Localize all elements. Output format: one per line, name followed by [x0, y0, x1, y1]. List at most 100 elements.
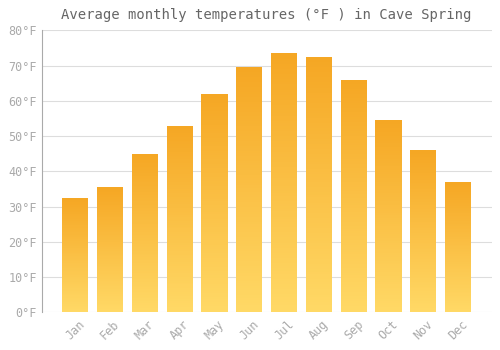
Bar	[202, 223, 228, 225]
Bar	[132, 247, 158, 249]
Bar	[166, 217, 192, 219]
Bar	[410, 150, 436, 152]
Bar	[62, 296, 88, 298]
Bar	[445, 193, 471, 194]
Bar	[410, 290, 436, 292]
Bar	[62, 220, 88, 221]
Bar	[97, 259, 123, 260]
Bar	[166, 158, 192, 159]
Bar	[132, 266, 158, 268]
Bar	[410, 157, 436, 159]
Bar	[340, 282, 367, 285]
Bar	[202, 304, 228, 306]
Bar	[202, 122, 228, 125]
Bar	[340, 303, 367, 306]
Bar	[376, 188, 402, 189]
Bar	[340, 133, 367, 136]
Bar	[445, 225, 471, 226]
Bar	[202, 146, 228, 148]
Bar	[271, 245, 297, 248]
Bar	[376, 224, 402, 226]
Bar	[376, 251, 402, 253]
Bar	[132, 303, 158, 304]
Bar	[271, 230, 297, 232]
Bar	[410, 270, 436, 272]
Bar	[376, 164, 402, 167]
Bar	[62, 295, 88, 296]
Bar	[202, 144, 228, 146]
Bar	[271, 110, 297, 113]
Bar	[202, 160, 228, 162]
Bar	[340, 257, 367, 259]
Bar	[376, 307, 402, 309]
Bar	[236, 156, 262, 158]
Bar	[62, 223, 88, 224]
Bar	[62, 279, 88, 280]
Bar	[236, 109, 262, 112]
Bar	[340, 308, 367, 310]
Bar	[271, 292, 297, 294]
Bar	[340, 205, 367, 208]
Bar	[306, 83, 332, 85]
Bar	[166, 296, 192, 298]
Bar	[132, 278, 158, 279]
Bar	[410, 196, 436, 197]
Bar	[376, 299, 402, 301]
Bar	[340, 189, 367, 191]
Bar	[410, 233, 436, 235]
Bar	[445, 215, 471, 216]
Bar	[202, 216, 228, 218]
Bar	[97, 252, 123, 254]
Bar	[62, 232, 88, 233]
Bar	[62, 292, 88, 293]
Bar	[376, 126, 402, 128]
Bar	[166, 234, 192, 236]
Bar	[62, 283, 88, 284]
Bar	[132, 179, 158, 181]
Bar	[445, 267, 471, 268]
Bar	[376, 236, 402, 238]
Bar	[132, 170, 158, 171]
Bar	[97, 254, 123, 255]
Bar	[97, 281, 123, 282]
Bar	[340, 173, 367, 175]
Bar	[306, 190, 332, 193]
Bar	[376, 203, 402, 205]
Bar	[410, 241, 436, 243]
Bar	[132, 289, 158, 290]
Bar	[166, 174, 192, 176]
Bar	[445, 199, 471, 200]
Bar	[166, 264, 192, 266]
Bar	[62, 255, 88, 256]
Bar	[410, 204, 436, 205]
Bar	[376, 216, 402, 218]
Bar	[410, 246, 436, 248]
Bar	[306, 111, 332, 113]
Bar	[340, 201, 367, 203]
Bar	[445, 203, 471, 204]
Bar	[132, 200, 158, 202]
Bar	[166, 241, 192, 243]
Bar	[202, 240, 228, 243]
Bar	[132, 260, 158, 262]
Bar	[445, 217, 471, 218]
Bar	[376, 280, 402, 282]
Bar	[166, 189, 192, 191]
Bar	[132, 235, 158, 236]
Bar	[236, 227, 262, 229]
Bar	[445, 230, 471, 232]
Bar	[271, 261, 297, 263]
Bar	[202, 162, 228, 164]
Bar	[202, 278, 228, 280]
Bar	[202, 227, 228, 230]
Bar	[132, 252, 158, 254]
Bar	[166, 154, 192, 155]
Bar	[236, 237, 262, 239]
Bar	[410, 295, 436, 296]
Bar	[97, 262, 123, 264]
Bar	[445, 300, 471, 301]
Bar	[132, 160, 158, 162]
Bar	[62, 262, 88, 263]
Bar	[236, 222, 262, 224]
Bar	[445, 307, 471, 309]
